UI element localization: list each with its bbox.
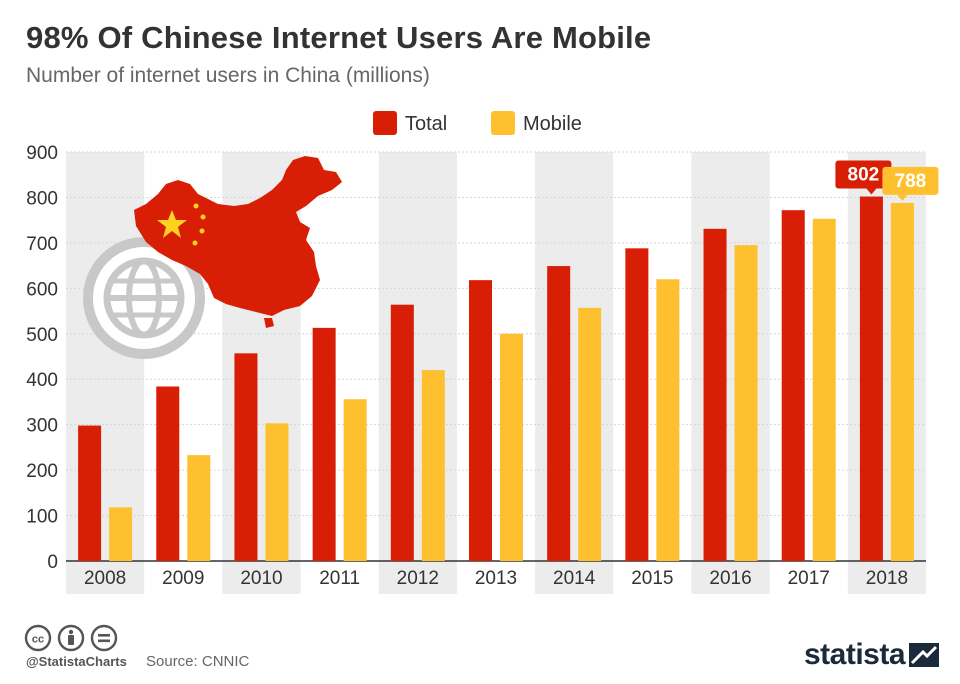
- data-label-pointer: [897, 194, 908, 201]
- y-tick-label: 0: [47, 552, 58, 573]
- footer-handle: @StatistaCharts: [26, 654, 127, 669]
- year-band: [847, 152, 926, 594]
- bar-mobile: [265, 423, 289, 561]
- bar-total: [312, 327, 336, 561]
- x-tick-label: 2017: [788, 568, 830, 589]
- x-tick-label: 2009: [162, 568, 204, 589]
- y-axis-ticks: 0 100 200 300 400 500 600 700 800 900: [26, 143, 58, 573]
- svg-text:cc: cc: [32, 634, 44, 646]
- legend-label-mobile: Mobile: [523, 113, 582, 135]
- cc-icon: cc: [24, 624, 52, 652]
- chart-title: 98% Of Chinese Internet Users Are Mobile: [26, 20, 652, 55]
- y-tick-label: 300: [26, 416, 58, 437]
- x-tick-label: 2016: [709, 568, 751, 589]
- data-label-box: [835, 160, 892, 189]
- attribution-icon: [57, 624, 85, 652]
- y-tick-label: 600: [26, 279, 58, 300]
- legend-swatch-total: [373, 111, 397, 135]
- data-label-total: 802: [848, 165, 880, 186]
- bar-total: [859, 196, 883, 561]
- bar-mobile: [578, 307, 602, 561]
- footer-source: Source: CNNIC: [146, 653, 250, 670]
- bar-mobile: [343, 399, 367, 561]
- x-tick-label: 2011: [319, 568, 360, 589]
- bar-total: [469, 280, 492, 561]
- x-axis-labels: 2008 2009 2010 2011 2012 2013 2014 2015 2016 2017…: [84, 568, 908, 589]
- bar-total: [390, 304, 414, 561]
- bar-mobile: [890, 202, 914, 562]
- bar-mobile: [109, 507, 133, 561]
- y-tick-label: 200: [26, 461, 58, 482]
- year-band: [691, 152, 770, 594]
- data-labels: 802 788: [835, 160, 939, 201]
- y-tick-label: 100: [26, 507, 58, 528]
- globe-icon: [83, 237, 205, 359]
- bar-mobile: [734, 245, 758, 561]
- y-tick-label: 800: [26, 188, 58, 209]
- x-tick-label: 2008: [84, 568, 126, 589]
- data-label-box: [882, 166, 939, 195]
- data-label-mobile: 788: [895, 171, 927, 192]
- chart-subtitle: Number of internet users in China (milli…: [26, 64, 430, 87]
- bar-total: [234, 353, 258, 561]
- x-tick-label: 2015: [631, 568, 673, 589]
- bar-mobile: [656, 279, 680, 561]
- china-map-icon: [134, 156, 342, 328]
- year-band: [378, 152, 457, 594]
- y-tick-label: 700: [26, 234, 58, 255]
- legend-swatch-mobile: [491, 111, 515, 135]
- legend: Total Mobile: [373, 111, 582, 135]
- bar-total: [625, 248, 649, 561]
- bar-total: [78, 425, 102, 561]
- bar-mobile: [187, 455, 211, 561]
- x-tick-label: 2012: [397, 568, 439, 589]
- bar-total: [156, 386, 180, 561]
- year-band: [535, 152, 614, 594]
- data-label-pointer: [866, 188, 877, 195]
- year-band: [66, 152, 145, 594]
- license-icons: cc: [24, 624, 118, 652]
- bar-mobile: [812, 218, 836, 561]
- statista-logo-icon: [909, 643, 940, 667]
- bar-total: [781, 210, 805, 561]
- statista-wordmark: statista: [804, 638, 906, 671]
- x-tick-label: 2018: [866, 568, 908, 589]
- y-tick-label: 500: [26, 325, 58, 346]
- legend-label-total: Total: [405, 113, 447, 135]
- bar-total: [547, 266, 571, 561]
- bar-series: [78, 196, 914, 562]
- bar-total: [703, 228, 727, 561]
- no-derivatives-icon: [90, 624, 118, 652]
- bar-mobile: [421, 370, 445, 561]
- y-tick-label: 900: [26, 143, 58, 164]
- x-tick-label: 2010: [240, 568, 282, 589]
- x-tick-label: 2014: [553, 568, 596, 589]
- y-tick-label: 400: [26, 370, 58, 391]
- x-tick-label: 2013: [475, 568, 517, 589]
- statista-logo[interactable]: statista: [804, 638, 940, 672]
- bar-mobile: [500, 333, 523, 561]
